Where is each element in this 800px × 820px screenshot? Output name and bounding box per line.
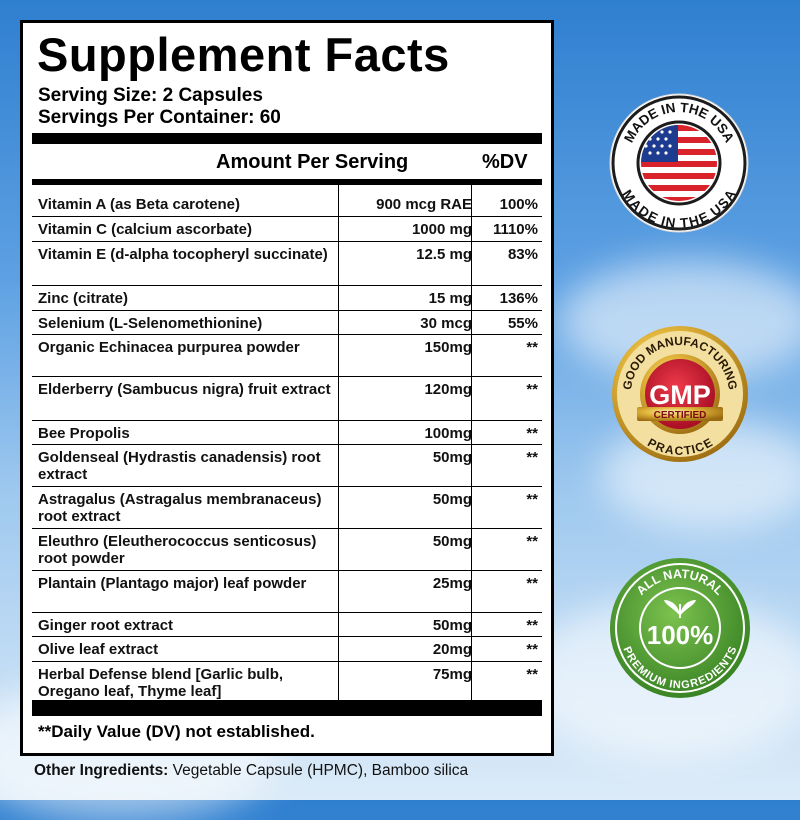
nutrient-dv: **	[526, 666, 538, 683]
made-in-usa-badge: MADE IN THE USA MADE IN THE USA	[609, 93, 749, 233]
nutrient-amount: 20mg	[432, 641, 472, 658]
gmp-certified-badge: GMP CERTIFIED GOOD MANUFACTURING PRACTIC…	[612, 326, 748, 462]
nutrient-row: Vitamin E (d-alpha tocopheryl succinate)…	[32, 246, 542, 290]
row-divider	[32, 570, 542, 571]
nutrient-amount: 50mg	[432, 449, 472, 466]
nutrient-amount: 15 mg	[428, 290, 472, 307]
other-ingredients-text: Vegetable Capsule (HPMC), Bamboo silica	[168, 762, 469, 779]
row-divider	[32, 241, 542, 242]
nutrient-amount: 100mg	[424, 425, 472, 442]
nutrient-row: Goldenseal (Hydrastis canadensis) root e…	[32, 449, 542, 491]
nutrient-amount: 1000 mg	[411, 221, 472, 238]
nutrient-dv: **	[526, 575, 538, 592]
nutrient-amount: 900 mcg RAE	[376, 196, 472, 213]
column-divider	[471, 185, 472, 700]
gmp-center-text: GMP	[649, 380, 711, 410]
nutrient-amount: 50mg	[432, 491, 472, 508]
nutrient-row: Vitamin A (as Beta carotene) 900 mcg RAE 1…	[32, 196, 542, 221]
nutrient-name: Zinc (citrate)	[38, 290, 129, 307]
nutrient-amount: 50mg	[432, 617, 472, 634]
row-divider	[32, 310, 542, 311]
nutrient-dv: **	[526, 381, 538, 398]
nutrient-name: Herbal Defense blend [Garlic bulb, Orega…	[38, 666, 284, 700]
nutrient-name: Eleuthro (Eleutherococcus senticosus) ro…	[38, 533, 317, 567]
nutrient-dv: 55%	[507, 315, 538, 332]
nutrient-row: Organic Echinacea purpurea powder 150mg **	[32, 339, 542, 381]
row-divider	[32, 486, 542, 487]
nutrient-row: Astragalus (Astragalus membranaceus) roo…	[32, 491, 542, 533]
column-divider	[338, 185, 339, 700]
nutrient-name: Bee Propolis	[38, 425, 130, 442]
nutrient-amount: 30 mcg	[420, 315, 472, 332]
nutrient-name: Elderberry (Sambucus nigra) fruit extrac…	[38, 381, 331, 398]
nutrient-name: Olive leaf extract	[38, 641, 159, 658]
row-divider	[32, 444, 542, 445]
nutrient-name: Organic Echinacea purpurea powder	[38, 339, 300, 356]
row-divider	[32, 528, 542, 529]
nutrient-dv: 136%	[499, 290, 538, 307]
nutrient-dv: **	[526, 533, 538, 550]
nutrient-row: Selenium (L-Selenomethionine) 30 mcg 55%	[32, 315, 542, 339]
amount-per-serving-header: Amount Per Serving	[216, 151, 409, 173]
nutrient-dv: **	[526, 641, 538, 658]
nutrient-dv: **	[526, 449, 538, 466]
nutrient-row: Ginger root extract 50mg **	[32, 617, 542, 641]
nutrient-dv: 83%	[507, 246, 538, 263]
nutrient-row: Eleuthro (Eleutherococcus senticosus) ro…	[32, 533, 542, 575]
row-divider	[32, 612, 542, 613]
leaf-sprout-icon	[664, 600, 696, 618]
nutrient-dv: **	[526, 425, 538, 442]
nutrient-dv: **	[526, 339, 538, 356]
nutrient-row: Vitamin C (calcium ascorbate) 1000 mg 1110…	[32, 221, 542, 246]
thick-divider	[32, 133, 542, 144]
nutrient-row: Plantain (Plantago major) leaf powder 25m…	[32, 575, 542, 617]
nutrient-amount: 25mg	[432, 575, 472, 592]
servings-per-container: Servings Per Container: 60	[38, 107, 281, 128]
row-divider	[32, 216, 542, 217]
nutrient-row: Elderberry (Sambucus nigra) fruit extrac…	[32, 381, 542, 425]
nutrient-name: Ginger root extract	[38, 617, 174, 634]
serving-size: Serving Size: 2 Capsules	[38, 85, 263, 106]
bottom-divider	[32, 700, 542, 716]
nutrient-name: Vitamin A (as Beta carotene)	[38, 196, 241, 213]
other-ingredients: Other Ingredients: Vegetable Capsule (HP…	[34, 762, 468, 780]
nutrient-row: Bee Propolis 100mg **	[32, 425, 542, 449]
row-divider	[32, 636, 542, 637]
nutrient-name: Astragalus (Astragalus membranaceus) roo…	[38, 491, 322, 525]
row-divider	[32, 334, 542, 335]
nutrient-amount: 50mg	[432, 533, 472, 550]
nutrient-name: Vitamin E (d-alpha tocopheryl succinate)	[38, 246, 328, 263]
natural-center-text: 100%	[647, 620, 714, 650]
us-flag-icon	[641, 125, 717, 201]
nutrient-name: Selenium (L-Selenomethionine)	[38, 315, 263, 332]
gmp-bottom-text: PRACTICE	[645, 435, 715, 457]
nutrient-amount: 12.5 mg	[416, 246, 472, 263]
nutrient-name: Vitamin C (calcium ascorbate)	[38, 221, 252, 238]
row-divider	[32, 420, 542, 421]
gmp-certified-text: CERTIFIED	[654, 410, 707, 421]
dv-header: %DV	[482, 151, 528, 173]
nutrient-name: Plantain (Plantago major) leaf powder	[38, 575, 307, 592]
nutrient-amount: 120mg	[424, 381, 472, 398]
medium-divider	[32, 179, 542, 185]
nutrient-row: Zinc (citrate) 15 mg 136%	[32, 290, 542, 315]
panel-title: Supplement Facts	[37, 28, 450, 81]
nutrient-row: Olive leaf extract 20mg **	[32, 641, 542, 666]
nutrient-amount: 150mg	[424, 339, 472, 356]
other-ingredients-label: Other Ingredients:	[34, 762, 169, 779]
footnote: **Daily Value (DV) not established.	[38, 722, 315, 741]
nutrient-name: Goldenseal (Hydrastis canadensis) root e…	[38, 449, 321, 483]
supplement-facts-panel: Supplement Facts Serving Size: 2 Capsule…	[20, 20, 554, 756]
nutrient-dv: **	[526, 617, 538, 634]
nutrient-amount: 75mg	[432, 666, 472, 683]
nutrient-dv: 100%	[499, 196, 538, 213]
all-natural-badge: 100% ALL NATURAL PREMIUM INGREDIENTS	[610, 558, 750, 698]
nutrient-row: Herbal Defense blend [Garlic bulb, Orega…	[32, 666, 542, 705]
nutrient-dv: **	[526, 491, 538, 508]
row-divider	[32, 661, 542, 662]
row-divider	[32, 285, 542, 286]
row-divider	[32, 376, 542, 377]
nutrient-dv: 1110%	[492, 221, 538, 238]
